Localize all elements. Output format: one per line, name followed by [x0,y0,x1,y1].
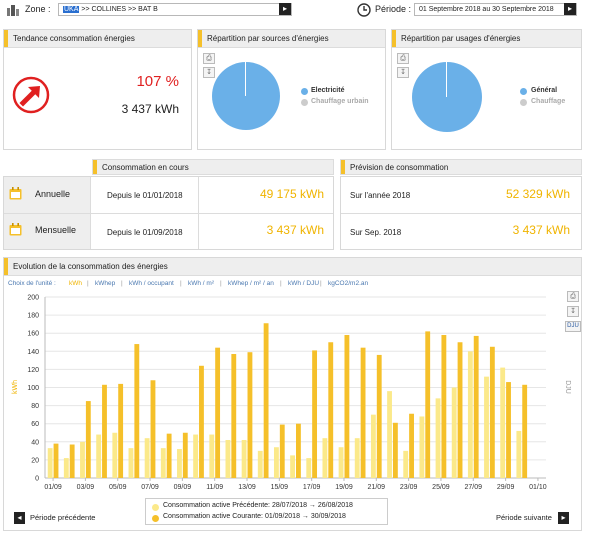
en-cours-panel: Consommation en cours Annuelle Depuis le… [3,159,334,250]
en-cours-table: Annuelle Depuis le 01/01/2018 49 175 kWh… [3,176,334,250]
zone-label: Zone : [25,4,51,14]
tendance-kwh: 3 437 kWh [121,102,179,116]
periode-select-arrow-icon[interactable]: ▸ [564,3,576,15]
tendance-panel: Tendance consommation énergies 107 % 3 4… [3,29,192,150]
value-mensuelle: 3 437 kWh [266,223,324,237]
legend-dot-general [520,88,527,95]
col-divider [198,177,199,249]
prevision-label-annee: Sur l'année 2018 [350,191,411,200]
calendar-icon [9,187,22,200]
header-accent [4,30,8,47]
prevision-table: Sur l'année 2018 52 329 kWh Sur Sep. 201… [340,176,582,250]
legend-dot-courante [152,515,159,522]
print-icon[interactable]: ⎙ [203,53,215,64]
export-icon[interactable]: ↧ [203,67,215,78]
building-icon [6,3,20,16]
usages-pie-chart [412,62,482,132]
chevron-left-icon: ◂ [14,512,25,524]
unit-separator: | [280,280,282,287]
prevision-title: Prévision de consommation [350,163,449,172]
since-annuelle: Depuis le 01/01/2018 [107,191,183,200]
en-cours-header: Consommation en cours [92,159,334,175]
evolution-header: Evolution de la consommation des énergie… [4,258,581,276]
col-divider [90,177,91,249]
pie-slice-divider [245,62,246,96]
legend-courante[interactable]: Consommation active Courante: 01/09/2018… [163,513,346,520]
unit-separator: | [121,280,123,287]
unit-separator: | [180,280,182,287]
header-accent [392,30,396,47]
next-period-button[interactable]: Période suivante ▸ [496,512,570,524]
sources-panel: Répartition par sources d'énergies ⎙ ↧ E… [197,29,386,150]
tendance-title: Tendance consommation énergies [13,34,135,43]
periode-label: Période : [375,4,412,14]
unit-choice-label: Choix de l'unité : [8,280,56,287]
legend-dot-chauffage-urbain [301,99,308,106]
unit-separator: | [220,280,222,287]
print-icon[interactable]: ⎙ [567,291,579,302]
unit-kwhep-m2-an[interactable]: kWhep / m² / an [228,280,274,287]
unit-kwh-occupant[interactable]: kWh / occupant [129,280,174,287]
legend-precedente[interactable]: Consommation active Précédente: 28/07/20… [163,502,353,509]
unit-kwh-m2[interactable]: kWh / m² [188,280,214,287]
zone-path: >> COLLINES >> BAT B [81,6,158,13]
row-label-mensuelle: Mensuelle [35,225,77,235]
unit-separator: | [87,280,89,287]
next-period-label: Période suivante [496,513,552,522]
usages-title: Répartition par usages d'énergies [401,34,521,43]
legend-dot-precedente [152,504,159,511]
legend-dot-chauffage [520,99,527,106]
print-icon[interactable]: ⎙ [397,53,409,64]
export-icon[interactable]: ↧ [397,67,409,78]
prev-period-label: Période précédente [30,513,96,522]
legend-electricite[interactable]: Electricité [311,87,345,94]
tendance-header: Tendance consommation énergies [4,30,191,48]
unit-kwhep[interactable]: kWhep [95,280,116,287]
clock-icon [357,3,371,17]
legend-chauffage-urbain[interactable]: Chauffage urbain [311,98,369,105]
evolution-title: Evolution de la consommation des énergie… [13,262,168,271]
row-label-annuelle: Annuelle [35,189,71,199]
since-mensuelle: Depuis le 01/09/2018 [107,228,183,237]
unit-kwh[interactable]: kWh [69,280,82,287]
dju-button[interactable]: DJU [565,321,581,332]
tendance-percent: 107 % [136,73,179,90]
usages-header: Répartition par usages d'énergies [392,30,581,48]
header-accent [93,160,97,174]
sources-pie-chart [212,62,280,130]
header-accent [4,258,8,275]
evolution-panel: Evolution de la consommation des énergie… [3,257,582,531]
header-accent [198,30,202,47]
value-annuelle: 49 175 kWh [259,187,324,201]
legend-chauffage[interactable]: Chauffage [531,98,566,105]
prevision-header: Prévision de consommation [340,159,582,175]
legend-dot-electricite [301,88,308,95]
sources-title: Répartition par sources d'énergies [207,34,329,43]
chart-legend: Consommation active Précédente: 28/07/20… [145,498,388,525]
usages-panel: Répartition par usages d'énergies ⎙ ↧ Gé… [391,29,582,150]
zone-select-arrow-icon[interactable]: ▸ [279,3,291,15]
export-icon[interactable]: ↧ [567,306,579,317]
unit-kwh-dju[interactable]: kWh / DJU [288,280,320,287]
periode-selector[interactable]: 01 Septembre 2018 au 30 Septembre 2018 [414,3,577,16]
prevision-value-annee: 52 329 kWh [505,187,570,201]
en-cours-title: Consommation en cours [102,163,189,172]
legend-general[interactable]: Général [531,87,558,94]
prevision-panel: Prévision de consommation Sur l'année 20… [340,159,582,250]
row-divider [4,213,333,214]
row-divider [341,213,581,214]
pie-slice-divider [446,62,447,97]
prevision-value-mois: 3 437 kWh [512,223,570,237]
prevision-label-mois: Sur Sep. 2018 [350,228,402,237]
zone-prefix: UKA [63,6,80,13]
unit-separator: | [320,280,322,287]
unit-kgco2[interactable]: kgCO2/m2.an [328,280,369,287]
calendar-icon [9,223,22,236]
trend-up-arrow-icon [12,76,50,114]
sources-header: Répartition par sources d'énergies [198,30,385,48]
zone-selector[interactable]: UKA >> COLLINES >> BAT B [58,3,292,16]
header-accent [341,160,345,174]
chevron-right-icon: ▸ [558,512,569,524]
